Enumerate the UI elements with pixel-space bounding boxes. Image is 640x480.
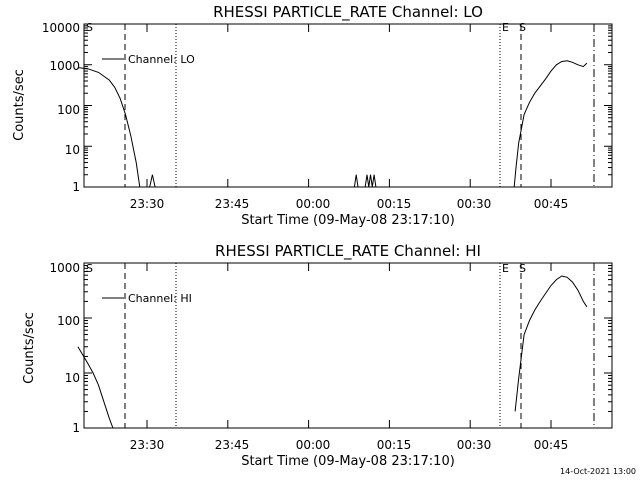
x-tick-labels-hi: 23:30 23:45 00:00 00:15 00:30 00:45: [130, 438, 569, 452]
legend-label-hi: Channel: HI: [128, 292, 192, 305]
panel-lo: RHESSI PARTICLE_RATE Channel: LO 1 10 10…: [12, 3, 613, 228]
series-line-segment: [514, 275, 588, 412]
x-tick-labels-lo: 23:30 23:45 00:00 00:15 00:30 00:45: [130, 197, 569, 211]
x-tick-label-2345: 23:45: [215, 197, 250, 211]
x-tick-label-0030: 00:30: [457, 438, 492, 452]
series-line-segment: [77, 67, 141, 188]
chart-title-hi: RHESSI PARTICLE_RATE Channel: HI: [215, 242, 481, 261]
x-tick-label-0015: 00:15: [377, 197, 412, 211]
event-lines-lo: [124, 24, 595, 187]
series-line-segment: [353, 174, 359, 188]
x-tick-label-2345: 23:45: [215, 438, 250, 452]
x-axis-label-lo: Start Time (09-May-08 23:17:10): [241, 213, 455, 228]
y-tick-label-1000: 1000: [49, 59, 80, 73]
marker-s-right: S: [519, 262, 526, 275]
series-hi: [77, 275, 588, 429]
marker-s-left: S: [86, 21, 93, 34]
y-tick-labels-lo: 1 10 100 1000 10000: [42, 21, 80, 194]
y-tick-label-1000: 1000: [49, 261, 80, 275]
y-tick-labels-hi: 1 10 100 1000: [49, 261, 80, 435]
y-tick-label-10: 10: [65, 371, 80, 385]
series-line-segment: [149, 174, 156, 188]
legend-hi: Channel: HI: [102, 292, 192, 305]
chart-title-lo: RHESSI PARTICLE_RATE Channel: LO: [213, 3, 483, 22]
render-timestamp: 14-Oct-2021 13:00: [560, 467, 636, 476]
y-tick-label-100: 100: [57, 103, 80, 117]
event-markers-lo: S E S: [86, 21, 526, 34]
tick-marks-hi: [84, 262, 612, 429]
marker-s-left: S: [86, 262, 93, 275]
y-axis-label-hi: Counts/sec: [22, 312, 37, 384]
panel-hi: RHESSI PARTICLE_RATE Channel: HI 1 10 10…: [22, 242, 613, 469]
y-tick-label-1: 1: [72, 180, 80, 194]
series-line-segment: [364, 174, 377, 188]
x-tick-label-0045: 00:45: [534, 197, 569, 211]
y-tick-label-100: 100: [57, 314, 80, 328]
plot-frame-lo: [83, 23, 613, 188]
x-tick-label-0000: 00:00: [296, 438, 331, 452]
legend-label-lo: Channel: LO: [128, 53, 195, 66]
x-tick-label-2330: 23:30: [130, 438, 165, 452]
x-tick-label-0015: 00:15: [377, 438, 412, 452]
x-tick-label-0045: 00:45: [534, 438, 569, 452]
x-tick-label-2330: 23:30: [130, 197, 165, 211]
event-lines-hi: [124, 263, 595, 428]
y-tick-label-10000: 10000: [42, 21, 80, 35]
legend-lo: Channel: LO: [102, 53, 195, 66]
marker-s-right: S: [519, 21, 526, 34]
series-lo: [77, 60, 588, 188]
y-tick-label-1: 1: [72, 421, 80, 435]
x-axis-label-hi: Start Time (09-May-08 23:17:10): [241, 454, 455, 469]
event-markers-hi: S E S: [86, 262, 526, 275]
x-tick-label-0030: 00:30: [457, 197, 492, 211]
y-axis-label-lo: Counts/sec: [12, 69, 27, 141]
series-line-segment: [513, 60, 588, 188]
marker-e: E: [502, 21, 509, 34]
y-tick-label-10: 10: [65, 143, 80, 157]
plot-frame-hi: [83, 262, 613, 429]
marker-e: E: [502, 262, 509, 275]
series-line-segment: [77, 346, 114, 429]
x-tick-label-0000: 00:00: [296, 197, 331, 211]
tick-marks-lo: [84, 23, 612, 188]
